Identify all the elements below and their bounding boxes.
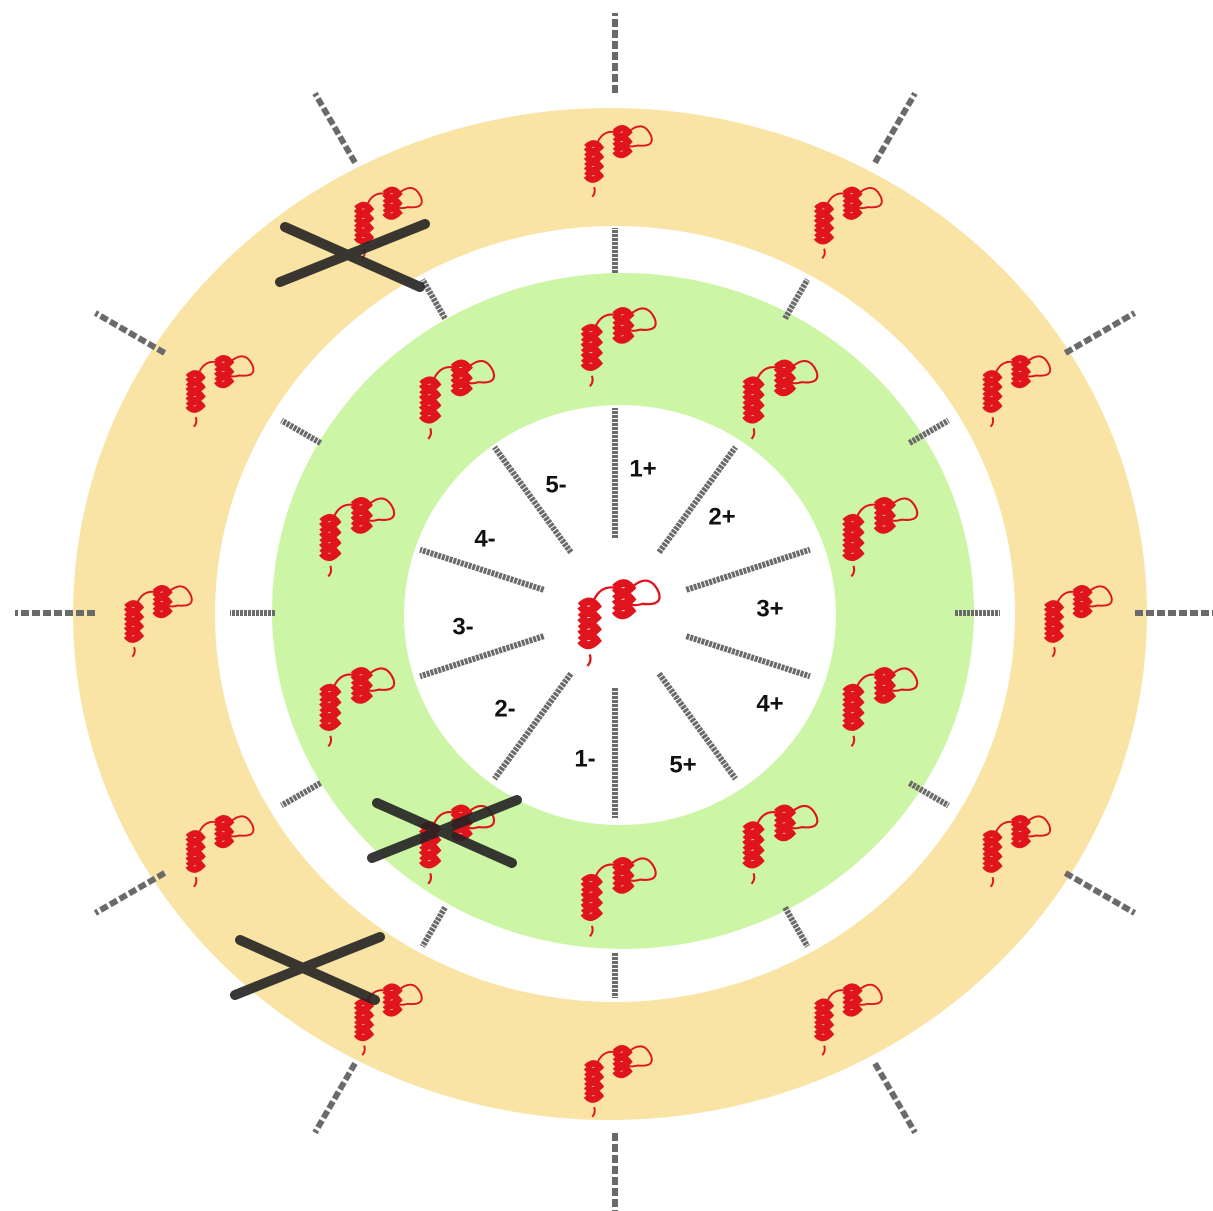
- cross-mark: [367, 795, 522, 868]
- outer-spoke: [93, 870, 167, 916]
- inner-spoke: [492, 671, 574, 781]
- inner-spoke: [685, 546, 811, 593]
- middle-spoke: [782, 905, 811, 948]
- outer-spoke: [872, 91, 918, 165]
- labels: 1+ 2+ 3+ 4+ 5+ 1- 2- 3- 4- 5-: [452, 455, 783, 778]
- sector-label: 1-: [574, 745, 595, 772]
- sector-label: 4+: [756, 690, 783, 717]
- middle-spoke: [280, 780, 323, 809]
- cross-mark: [230, 932, 385, 1005]
- sector-label: 5+: [669, 751, 696, 778]
- outer-spoke: [312, 91, 358, 165]
- layout: [15, 13, 1213, 1211]
- sector-label: 3+: [756, 595, 783, 622]
- outer-spoke: [1063, 310, 1137, 356]
- middle-spoke: [419, 278, 448, 321]
- sector-label: 2-: [494, 695, 515, 722]
- inner-spoke: [492, 445, 574, 555]
- cross-mark: [275, 219, 430, 292]
- middle-spoke: [907, 417, 950, 446]
- sector-label: 4-: [474, 525, 495, 552]
- outer-spoke: [312, 1061, 358, 1135]
- outer-spoke: [93, 310, 167, 356]
- middle-spoke: [419, 905, 448, 948]
- inner-spoke: [685, 633, 811, 680]
- sector-label: 3-: [452, 613, 473, 640]
- sector-label: 2+: [708, 503, 735, 530]
- middle-spoke: [280, 417, 323, 446]
- middle-spoke: [907, 780, 950, 809]
- inner-spoke: [419, 546, 545, 593]
- inner-spoke: [656, 445, 738, 555]
- sector-label: 1+: [629, 455, 656, 482]
- inner-spoke: [656, 671, 738, 781]
- middle-spoke: [782, 278, 811, 321]
- outer-spoke: [872, 1061, 918, 1135]
- inner-spoke: [419, 633, 545, 680]
- sector-label: 5-: [545, 471, 566, 498]
- outer-spoke: [1063, 870, 1137, 916]
